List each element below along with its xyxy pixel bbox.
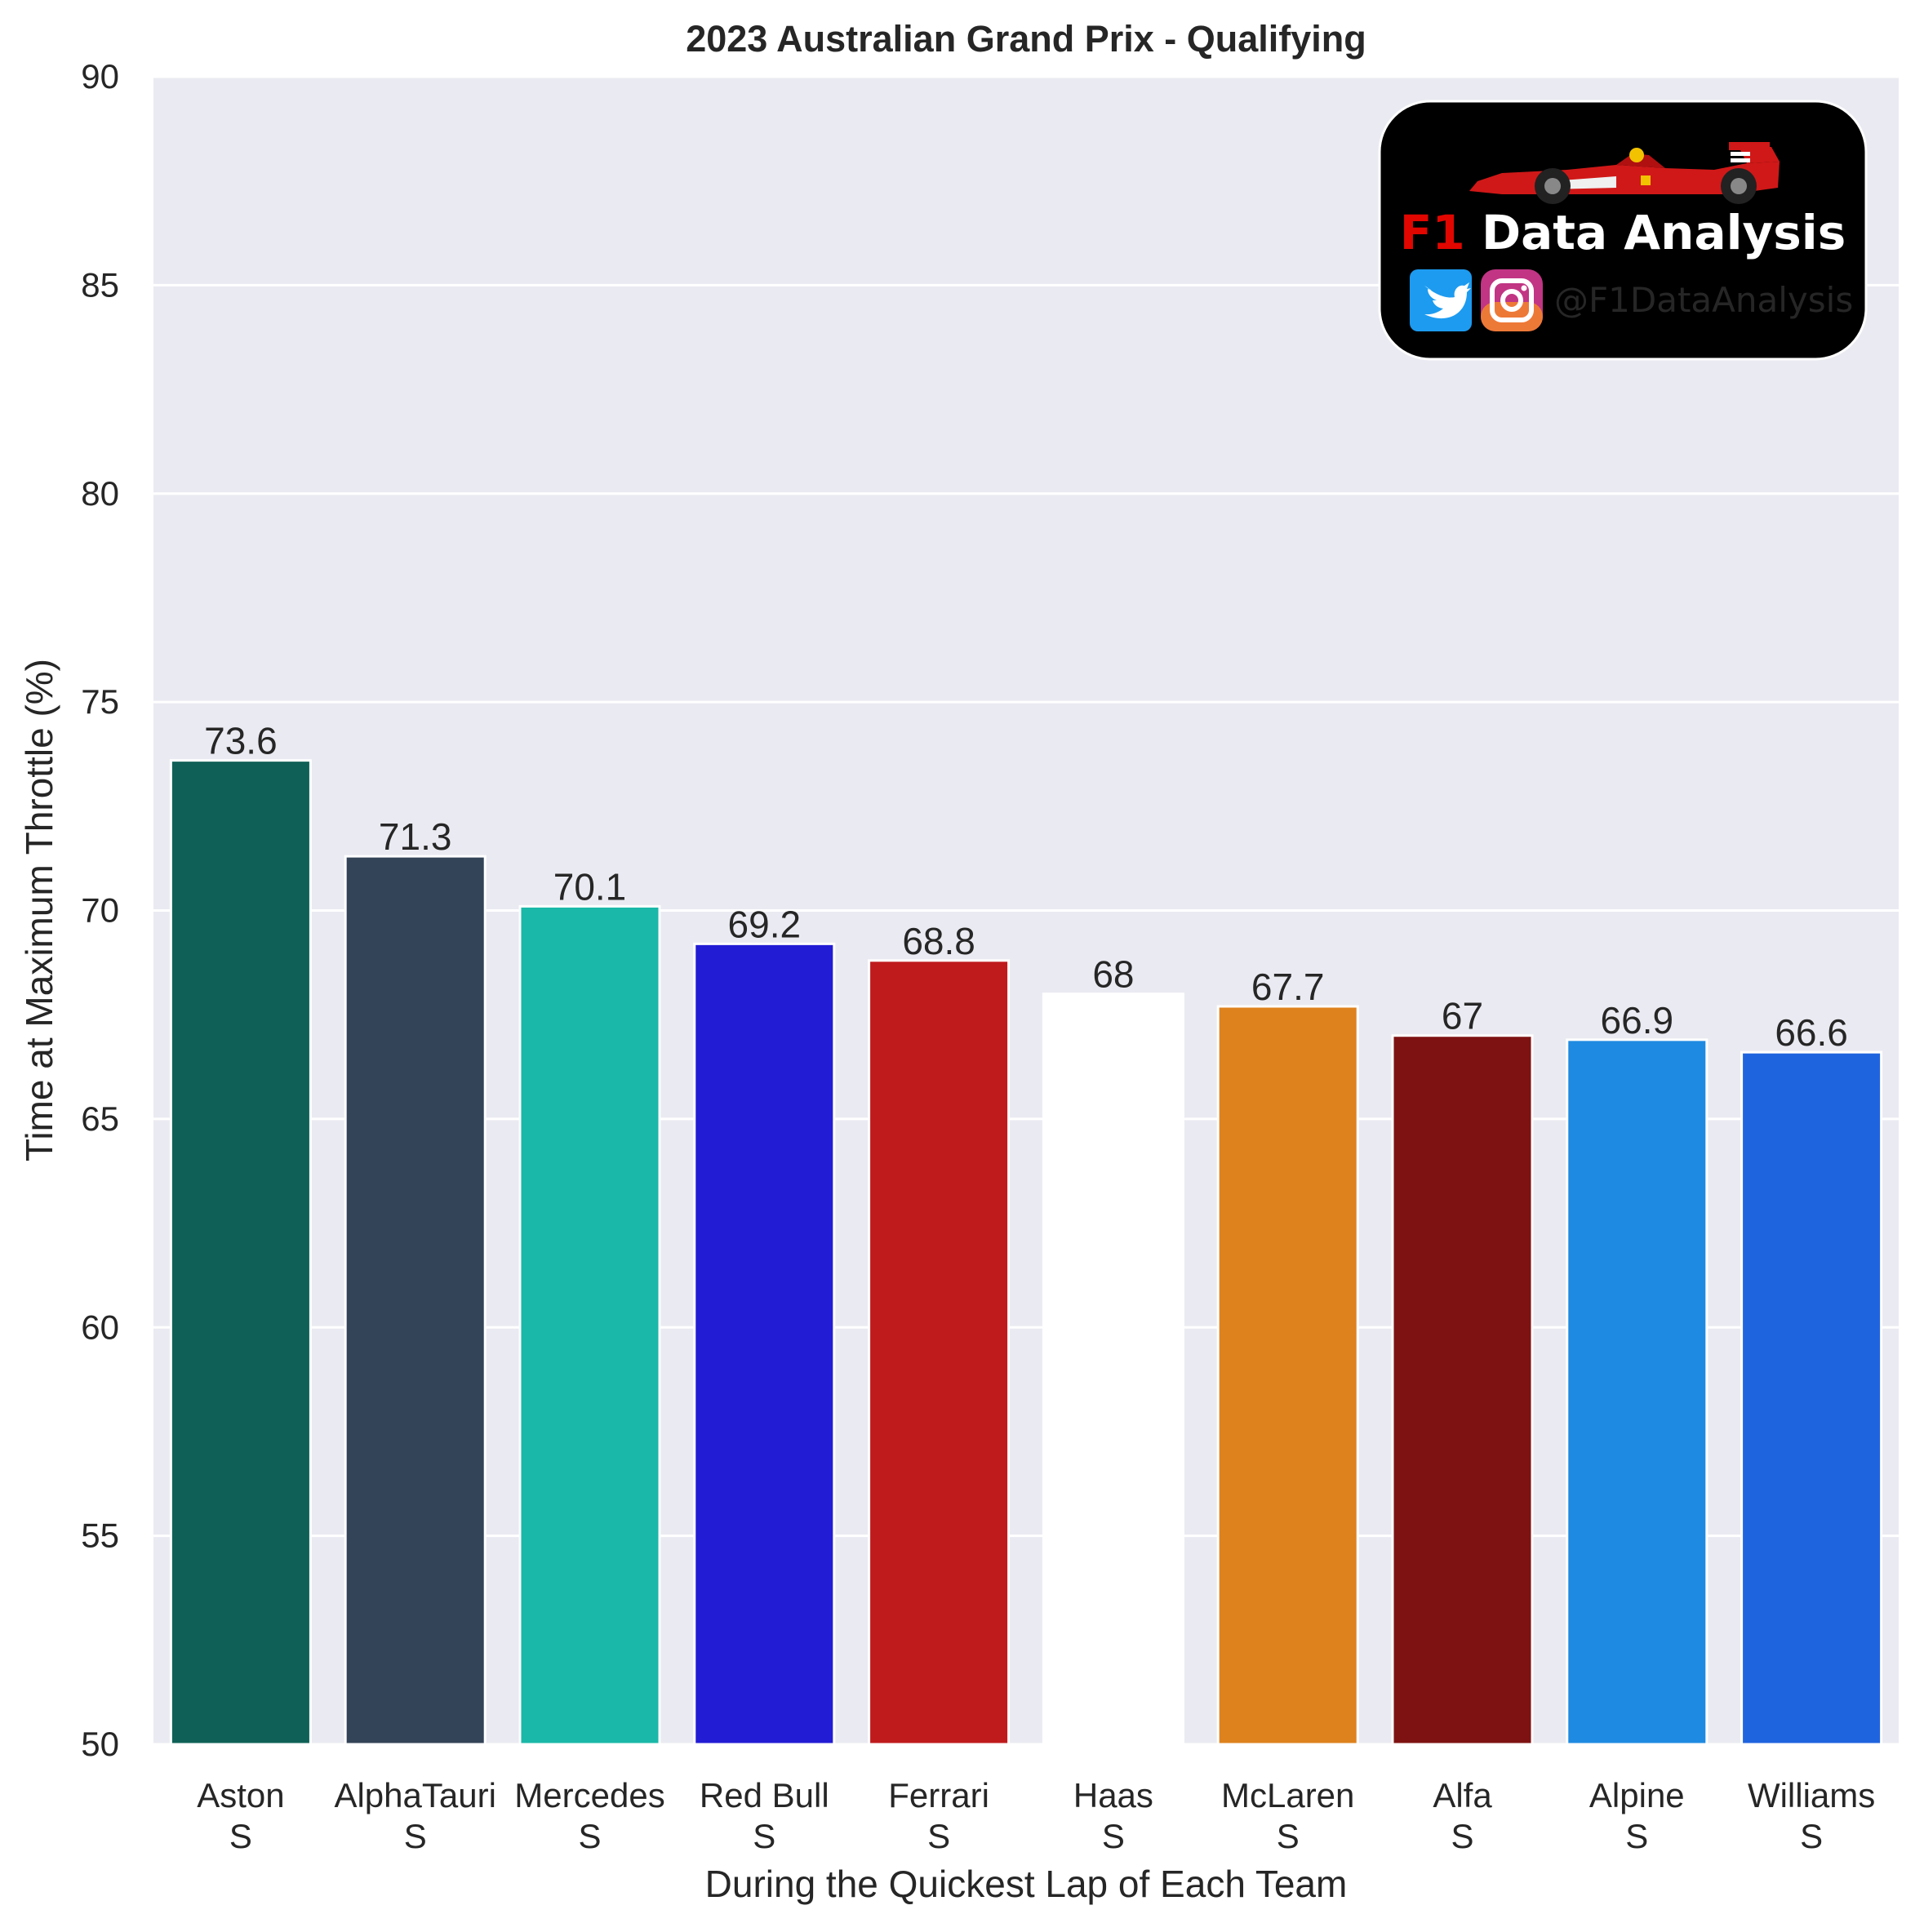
x-tick-label: Haas bbox=[1073, 1776, 1153, 1814]
x-tick-sublabel: S bbox=[1277, 1817, 1300, 1855]
instagram-icon bbox=[1481, 269, 1543, 331]
x-tick-label: Ferrari bbox=[888, 1776, 989, 1814]
x-tick-label: Aston bbox=[197, 1776, 284, 1814]
x-tick-sublabel: S bbox=[404, 1817, 427, 1855]
y-axis-label: Time at Maximum Throttle (%) bbox=[18, 659, 60, 1161]
bar-mercedes bbox=[518, 904, 661, 1746]
x-tick-sublabel: S bbox=[1102, 1817, 1125, 1855]
bar-haas bbox=[1042, 993, 1184, 1746]
bar-value-label: 68 bbox=[1092, 953, 1134, 996]
bar-red-bull bbox=[693, 942, 836, 1746]
bar-value-label: 71.3 bbox=[379, 815, 452, 858]
y-tick-label: 80 bbox=[81, 474, 119, 513]
y-tick-label: 85 bbox=[81, 265, 119, 304]
x-tick-sublabel: S bbox=[229, 1817, 252, 1855]
bar-ferrari bbox=[868, 959, 1011, 1746]
x-tick-label: Mercedes bbox=[514, 1776, 664, 1814]
y-tick-label: 65 bbox=[81, 1099, 119, 1138]
bar-value-label: 67 bbox=[1442, 995, 1483, 1037]
y-tick-labels: 50 55 60 65 70 75 80 85 90 bbox=[81, 57, 119, 1763]
chart-title: 2023 Australian Grand Prix - Qualifying bbox=[686, 18, 1366, 60]
logo-brand-prefix: F1 bbox=[1400, 205, 1465, 260]
bar-alpine bbox=[1566, 1038, 1708, 1746]
bar-value-label: 69.2 bbox=[728, 903, 802, 945]
y-tick-label: 75 bbox=[81, 682, 119, 721]
x-tick-sublabel: S bbox=[1451, 1817, 1473, 1855]
y-tick-label: 90 bbox=[81, 57, 119, 95]
x-tick-sublabel: S bbox=[1800, 1817, 1823, 1855]
bars: 73.6 71.3 70.1 69.2 68.8 68 67.7 67 66.9 66.6 bbox=[169, 720, 1883, 1746]
logo-brand-rest: Data Analysis bbox=[1465, 205, 1846, 260]
x-tick-sublabel: S bbox=[753, 1817, 775, 1855]
race-car-icon bbox=[1469, 142, 1780, 204]
y-tick-label: 50 bbox=[81, 1725, 119, 1763]
y-tick-label: 55 bbox=[81, 1517, 119, 1555]
x-tick-sublabel: S bbox=[927, 1817, 950, 1855]
x-tick-label: Red Bull bbox=[700, 1776, 829, 1814]
bar-value-label: 66.9 bbox=[1601, 999, 1674, 1042]
bar-williams bbox=[1740, 1050, 1883, 1746]
bar-alphatauri bbox=[344, 855, 487, 1746]
logo-brand: F1 Data Analysis bbox=[1400, 205, 1846, 260]
x-axis-label: During the Quickest Lap of Each Team bbox=[705, 1863, 1348, 1905]
bar-value-label: 73.6 bbox=[204, 720, 278, 762]
x-tick-sublabel: S bbox=[1625, 1817, 1648, 1855]
x-tick-sublabel: S bbox=[578, 1817, 601, 1855]
twitter-icon bbox=[1410, 269, 1472, 331]
bar-alfa bbox=[1391, 1034, 1534, 1746]
x-tick-label: AlphaTauri bbox=[334, 1776, 495, 1814]
x-tick-label: Alpine bbox=[1589, 1776, 1685, 1814]
f1-data-analysis-logo: F1 Data Analysis @F1DataAnalysis bbox=[1378, 100, 1868, 361]
bar-value-label: 70.1 bbox=[553, 865, 627, 908]
y-tick-label: 60 bbox=[81, 1308, 119, 1346]
bar-value-label: 67.7 bbox=[1251, 966, 1325, 1008]
bar-mclaren bbox=[1216, 1005, 1359, 1746]
x-tick-label: McLaren bbox=[1221, 1776, 1354, 1814]
x-tick-label: Alfa bbox=[1433, 1776, 1492, 1814]
bar-value-label: 66.6 bbox=[1775, 1011, 1848, 1054]
bar-aston bbox=[169, 759, 312, 1746]
x-tick-label: Williams bbox=[1748, 1776, 1875, 1814]
bar-value-label: 68.8 bbox=[902, 920, 975, 962]
logo-handle: @F1DataAnalysis bbox=[1554, 280, 1853, 320]
y-tick-label: 70 bbox=[81, 891, 119, 930]
